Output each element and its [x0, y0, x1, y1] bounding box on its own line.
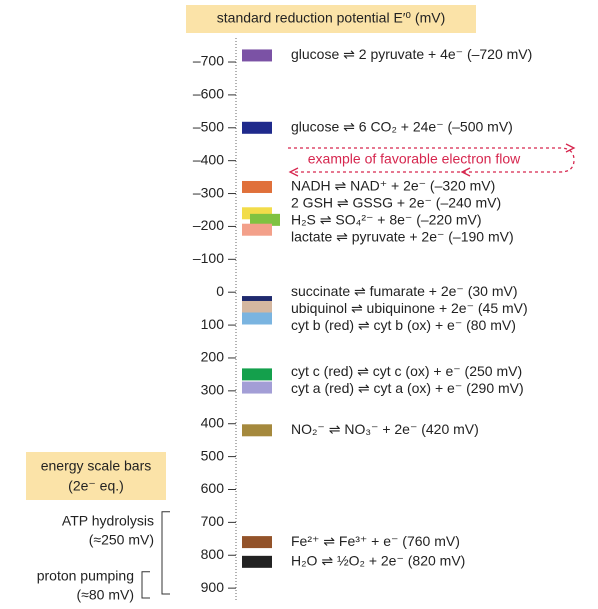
potential-marker	[242, 180, 272, 193]
reaction-label: glucose ⇌ 2 pyruvate + 4e⁻ (–720 mV)	[291, 46, 532, 62]
energy-bar-name: ATP hydrolysis	[62, 513, 154, 529]
energy-bracket	[141, 571, 150, 599]
y-tick-label: 100	[201, 316, 225, 332]
reaction-label: NADH ⇌ NAD⁺ + 2e⁻ (–320 mV)	[291, 178, 495, 194]
y-tick-label: 500	[201, 447, 225, 463]
y-tick-label: 300	[201, 382, 225, 398]
reaction-label: lactate ⇌ pyruvate + 2e⁻ (–190 mV)	[291, 229, 514, 245]
energy-bar-label: (≈80 mV)	[77, 587, 134, 603]
reaction-label: glucose ⇌ 6 CO₂ + 24e⁻ (–500 mV)	[291, 118, 513, 134]
annotation: example of favorable electron flow	[308, 151, 521, 167]
y-tick-label: 0	[216, 283, 224, 299]
potential-marker	[242, 424, 272, 437]
y-tick-label: 900	[201, 579, 225, 595]
energy-bar-label: (≈250 mV)	[89, 532, 154, 548]
energy-bar-name: proton pumping	[37, 568, 134, 584]
arrowhead	[565, 143, 576, 153]
energy-scale-title: (2e⁻ eq.)	[68, 478, 124, 494]
reaction-label: 2 GSH ⇌ GSSG + 2e⁻ (–240 mV)	[291, 195, 501, 211]
reaction-label: H₂O ⇌ ½O₂ + 2e⁻ (820 mV)	[291, 553, 465, 569]
reaction-label: cyt a (red) ⇌ cyt a (ox) + e⁻ (290 mV)	[291, 380, 524, 396]
potential-marker	[242, 555, 272, 568]
reaction-label: cyt b (red) ⇌ cyt b (ox) + e⁻ (80 mV)	[291, 317, 516, 333]
energy-scale-title: energy scale bars	[41, 458, 152, 474]
potential-marker	[242, 312, 272, 325]
potential-marker	[242, 49, 272, 62]
y-tick-label: 700	[201, 513, 225, 529]
y-tick-label: 200	[201, 349, 225, 365]
reaction-label: NO₂⁻ ⇌ NO₃⁻ + 2e⁻ (420 mV)	[291, 421, 479, 437]
potential-marker	[242, 381, 272, 394]
y-tick-label: 400	[201, 414, 225, 430]
y-tick-label: –500	[193, 118, 224, 134]
potential-marker	[242, 368, 272, 381]
arrowhead	[288, 167, 299, 177]
reaction-label: cyt c (red) ⇌ cyt c (ox) + e⁻ (250 mV)	[291, 363, 522, 379]
energy-bracket	[161, 511, 170, 595]
reaction-label: Fe²⁺ ⇌ Fe³⁺ + e⁻ (760 mV)	[291, 533, 460, 549]
reaction-label: H₂S ⇌ SO₄²⁻ + 8e⁻ (–220 mV)	[291, 212, 482, 228]
reaction-label: ubiquinol ⇌ ubiquinone + 2e⁻ (45 mV)	[291, 300, 528, 316]
y-tick-label: –300	[193, 184, 224, 200]
y-tick-label: –600	[193, 86, 224, 102]
potential-marker	[242, 300, 272, 313]
y-tick-label: 800	[201, 546, 225, 562]
potential-marker	[242, 223, 272, 236]
potential-marker	[242, 536, 272, 549]
potential-marker	[250, 213, 280, 226]
y-tick-label: –200	[193, 217, 224, 233]
reaction-label: succinate ⇌ fumarate + 2e⁻ (30 mV)	[291, 283, 518, 299]
energy-scale-box	[26, 452, 166, 500]
y-tick-label: –400	[193, 151, 224, 167]
y-tick-label: –700	[193, 53, 224, 69]
header-box	[186, 5, 476, 33]
potential-marker	[242, 121, 272, 134]
header-title: standard reduction potential E′⁰ (mV)	[217, 10, 445, 26]
flow-arrow	[288, 147, 575, 173]
arrowhead	[460, 167, 471, 177]
y-tick-label: –100	[193, 250, 224, 266]
y-tick-label: 600	[201, 480, 225, 496]
